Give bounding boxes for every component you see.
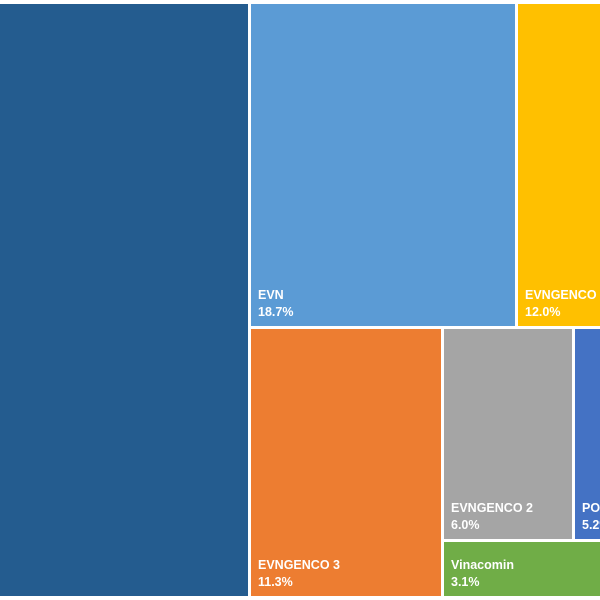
tile-value-vinacomin: 3.1%: [451, 575, 480, 589]
tile-label-pow: POW: [582, 501, 600, 515]
treemap-tile-evngenco-1: EVNGENCO 1 12.0%: [518, 4, 600, 326]
tile-value-evngenco-2: 6.0%: [451, 518, 480, 532]
tile-label-evngenco-1: EVNGENCO 1: [525, 288, 600, 302]
tile-label-evngenco-3: EVNGENCO 3: [258, 558, 340, 572]
tile-value-evn: 18.7%: [258, 305, 294, 319]
tile-value-evngenco-1: 12.0%: [525, 305, 561, 319]
treemap-tile-evngenco-3: EVNGENCO 3 11.3%: [251, 329, 441, 596]
tile-value-evngenco-3: 11.3%: [258, 575, 293, 589]
treemap-tile-evngenco-2: EVNGENCO 2 6.0%: [444, 329, 572, 539]
tile-label-vinacomin: Vinacomin: [451, 558, 514, 572]
tile-value-pow: 5.2%: [582, 518, 600, 532]
tile-label-evn: EVN: [258, 288, 284, 302]
treemap-tile-largest: [0, 4, 248, 596]
treemap-tile-vinacomin: Vinacomin 3.1%: [444, 542, 600, 596]
tile-label-evngenco-2: EVNGENCO 2: [451, 501, 533, 515]
treemap-tile-pow: POW 5.2%: [575, 329, 600, 539]
treemap-tile-evn: EVN 18.7%: [251, 4, 515, 326]
